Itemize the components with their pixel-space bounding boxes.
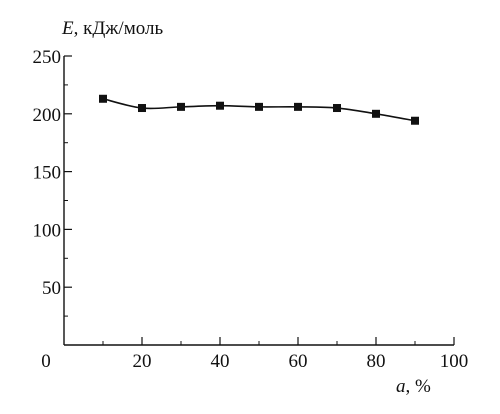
y-axis-title: E, кДж/моль	[61, 18, 163, 39]
x-tick-label: 20	[133, 351, 152, 372]
data-point-marker	[372, 109, 380, 118]
svg-text:a, %: a, %	[396, 376, 431, 397]
data-series	[99, 94, 419, 125]
x-tick-label: 40	[211, 351, 230, 372]
x-tick-label: 60	[289, 351, 308, 372]
y-tick-label: 50	[42, 278, 61, 299]
y-tick-label: 200	[33, 105, 62, 126]
x-axis-title-unit: , %	[406, 376, 432, 397]
data-point-marker	[99, 94, 107, 103]
y-tick-label: 250	[33, 47, 62, 68]
x-tick-label: 100	[440, 351, 469, 372]
y-axis-title-unit: , кДж/моль	[74, 18, 164, 39]
y-tick-label: 100	[33, 220, 62, 241]
y-axis-title-variable: E	[61, 18, 74, 39]
data-point-marker	[333, 104, 341, 113]
y-tick-label: 150	[33, 163, 62, 184]
data-point-marker	[138, 104, 146, 113]
data-point-marker	[255, 102, 263, 111]
x-axis-title: a, %	[396, 376, 431, 397]
data-point-marker	[216, 101, 224, 110]
x-tick-label: 80	[367, 351, 386, 372]
origin-label: 0	[41, 351, 51, 372]
data-point-marker	[294, 102, 302, 111]
data-point-marker	[411, 116, 419, 125]
svg-text:E, кДж/моль: E, кДж/моль	[61, 18, 163, 39]
x-axis-ticks: 20 40 60 80 100	[102, 337, 469, 372]
data-point-marker	[177, 102, 185, 111]
x-axis-title-variable: a	[396, 376, 406, 397]
y-axis-ticks: 50 100 150 200 250	[33, 47, 72, 317]
